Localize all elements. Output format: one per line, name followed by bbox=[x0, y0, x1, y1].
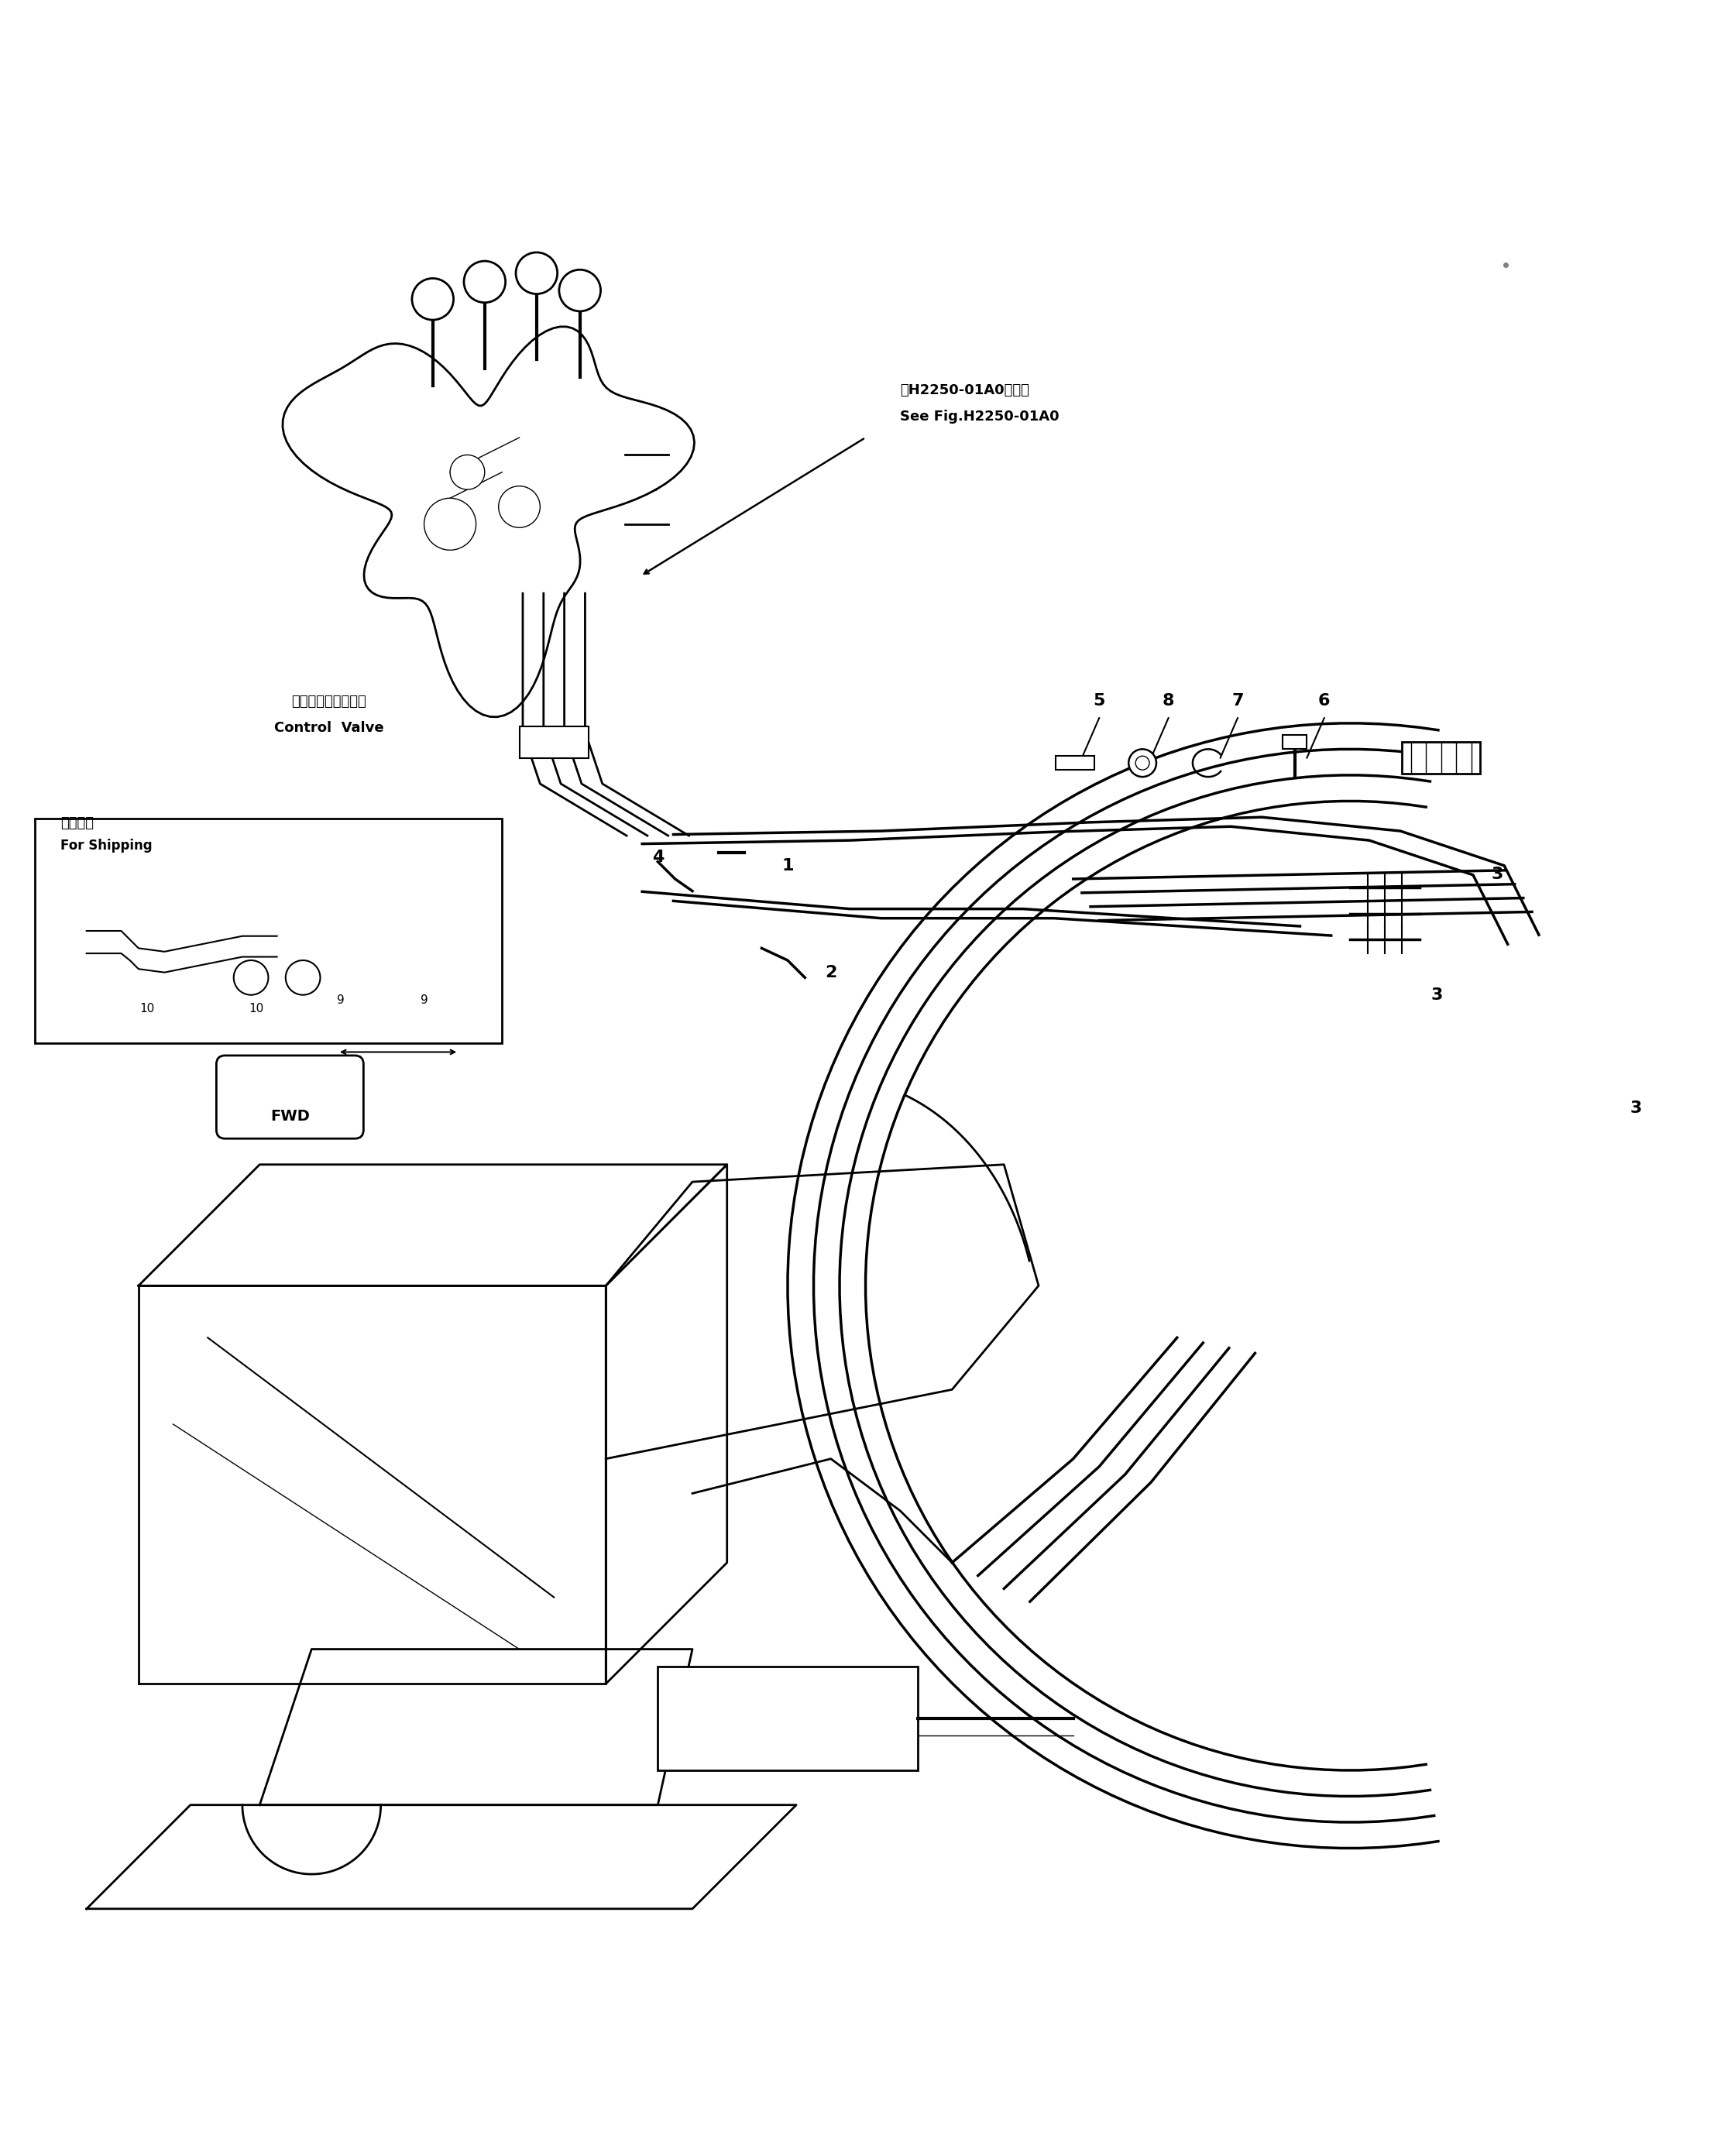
Circle shape bbox=[450, 455, 485, 489]
Text: 3: 3 bbox=[1432, 987, 1442, 1003]
Circle shape bbox=[424, 498, 476, 550]
Text: Control  Valve: Control Valve bbox=[273, 720, 384, 735]
Text: 5: 5 bbox=[1094, 694, 1104, 709]
Circle shape bbox=[412, 278, 454, 319]
Circle shape bbox=[234, 959, 268, 994]
Polygon shape bbox=[606, 1164, 1039, 1460]
Polygon shape bbox=[282, 328, 694, 718]
Circle shape bbox=[1136, 757, 1149, 770]
Text: 10: 10 bbox=[249, 1003, 263, 1015]
Circle shape bbox=[464, 261, 505, 302]
Polygon shape bbox=[138, 1164, 727, 1285]
Text: 7: 7 bbox=[1232, 694, 1243, 709]
Text: 9: 9 bbox=[338, 994, 344, 1007]
Text: 6: 6 bbox=[1319, 694, 1329, 709]
Text: See Fig.H2250-01A0: See Fig.H2250-01A0 bbox=[900, 410, 1059, 423]
Text: 2: 2 bbox=[826, 966, 836, 981]
Text: 3: 3 bbox=[1492, 867, 1503, 882]
FancyBboxPatch shape bbox=[216, 1056, 364, 1138]
Bar bbox=[519, 727, 589, 757]
Text: FWD: FWD bbox=[270, 1108, 310, 1123]
Bar bbox=[1056, 757, 1094, 770]
Bar bbox=[1402, 742, 1480, 774]
Text: 1: 1 bbox=[782, 858, 793, 873]
Text: 8: 8 bbox=[1163, 694, 1174, 709]
Circle shape bbox=[516, 252, 557, 293]
Text: 運輸部品: 運輸部品 bbox=[61, 817, 93, 830]
Bar bbox=[658, 1667, 917, 1770]
Polygon shape bbox=[87, 1805, 796, 1908]
Text: コントロールバルブ: コントロールバルブ bbox=[291, 694, 367, 709]
Text: 3: 3 bbox=[1631, 1100, 1641, 1115]
Circle shape bbox=[1129, 748, 1156, 776]
Text: For Shipping: For Shipping bbox=[61, 839, 152, 852]
Bar bbox=[35, 819, 502, 1044]
Circle shape bbox=[286, 959, 320, 994]
Text: 9: 9 bbox=[421, 994, 428, 1007]
Polygon shape bbox=[260, 1649, 692, 1805]
Circle shape bbox=[499, 485, 540, 528]
Bar bbox=[1283, 735, 1307, 748]
Text: 10: 10 bbox=[140, 1003, 154, 1015]
Text: 4: 4 bbox=[653, 849, 663, 865]
Text: 第H2250-01A0図参照: 第H2250-01A0図参照 bbox=[900, 384, 1030, 397]
Polygon shape bbox=[138, 1285, 606, 1684]
Polygon shape bbox=[606, 1164, 727, 1684]
Circle shape bbox=[559, 270, 601, 310]
